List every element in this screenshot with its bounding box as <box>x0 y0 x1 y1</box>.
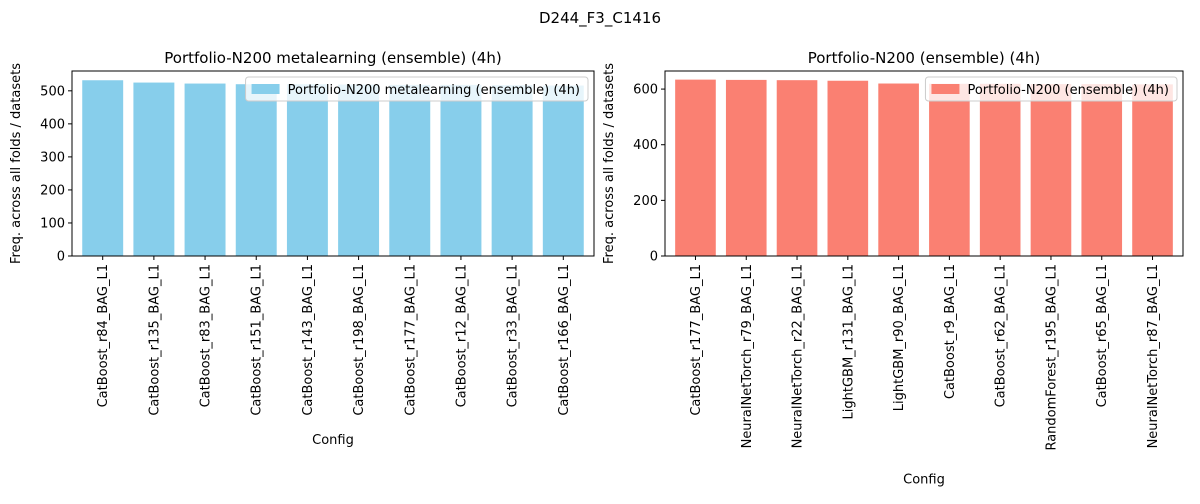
right-y-tick-label-3: 600 <box>633 83 658 98</box>
right-bar-7 <box>1030 84 1072 256</box>
right-x-tick-label-5: CatBoost_r9_BAG_L1 <box>943 264 958 399</box>
left-bar-2 <box>184 83 226 256</box>
left-x-tick-label-8: CatBoost_r33_BAG_L1 <box>506 264 521 407</box>
left-bar-8 <box>491 85 533 257</box>
right-bar-0 <box>675 79 716 257</box>
chart-right: Portfolio-N200 (ensemble) (4h) Config Fr… <box>602 49 1184 488</box>
left-x-tick-label-9: CatBoost_r166_BAG_L1 <box>557 264 572 416</box>
right-y-tick-label-0: 0 <box>650 250 658 265</box>
left-bar-9 <box>542 85 584 257</box>
chart-right-x-axis: CatBoost_r177_BAG_L1 NeuralNetTorch_r79_B… <box>689 256 1161 451</box>
right-y-tick-label-2: 400 <box>633 138 658 153</box>
chart-right-bars <box>675 79 1173 257</box>
chart-right-frame <box>664 70 1184 257</box>
right-x-tick-label-4: LightGBM_r90_BAG_L1 <box>892 264 907 411</box>
right-bar-9 <box>1132 84 1173 256</box>
right-x-tick-label-2: NeuralNetTorch_r22_BAG_L1 <box>791 264 806 448</box>
left-bar-3 <box>235 84 277 256</box>
legend-box <box>924 76 1178 102</box>
left-x-tick-label-7: CatBoost_r12_BAG_L1 <box>454 264 469 407</box>
left-y-tick-label-2: 200 <box>40 183 65 198</box>
chart-left-title: Portfolio-N200 metalearning (ensemble) (… <box>164 49 501 67</box>
right-bar-2 <box>776 80 818 256</box>
chart-right-ylabel: Freq. across all folds / datasets <box>602 63 617 264</box>
right-x-tick-label-7: RandomForest_r195_BAG_L1 <box>1044 264 1059 451</box>
left-x-tick-label-6: CatBoost_r177_BAG_L1 <box>403 264 418 416</box>
left-y-tick-label-5: 500 <box>40 84 65 99</box>
right-x-tick-label-0: CatBoost_r177_BAG_L1 <box>689 264 704 416</box>
legend-swatch <box>251 84 280 94</box>
right-bar-8 <box>1081 84 1123 256</box>
left-x-tick-label-3: CatBoost_r151_BAG_L1 <box>250 264 265 416</box>
right-x-tick-label-1: NeuralNetTorch_r79_BAG_L1 <box>740 264 755 448</box>
right-bar-6 <box>979 83 1021 256</box>
right-bar-5 <box>929 83 970 256</box>
chart-left-xlabel: Config <box>312 433 354 448</box>
right-y-tick-label-1: 200 <box>633 194 658 209</box>
left-bar-1 <box>133 82 175 256</box>
chart-left-frame <box>71 70 595 257</box>
left-y-tick-label-3: 300 <box>40 150 65 165</box>
chart-right-title: Portfolio-N200 (ensemble) (4h) <box>808 49 1041 67</box>
left-bar-6 <box>389 84 431 256</box>
right-bar-3 <box>827 80 869 256</box>
legend-label: Portfolio-N200 (ensemble) (4h) <box>967 83 1169 98</box>
left-x-tick-label-0: CatBoost_r84_BAG_L1 <box>96 264 111 407</box>
right-bar-1 <box>725 79 767 256</box>
right-x-tick-label-6: CatBoost_r62_BAG_L1 <box>994 264 1009 407</box>
left-y-tick-label-4: 400 <box>40 117 65 132</box>
figure-suptitle: D244_F3_C1416 <box>539 9 661 28</box>
chart-left-bars <box>82 80 584 257</box>
chart-left-x-axis: CatBoost_r84_BAG_L1 CatBoost_r135_BAG_L1 C… <box>96 256 572 416</box>
left-bar-7 <box>440 84 482 256</box>
left-bar-4 <box>286 84 328 256</box>
left-y-tick-label-1: 100 <box>40 216 65 231</box>
chart-left: Portfolio-N200 metalearning (ensemble) (… <box>9 49 595 448</box>
left-x-tick-label-4: CatBoost_r143_BAG_L1 <box>301 264 316 416</box>
left-x-tick-label-1: CatBoost_r135_BAG_L1 <box>147 264 162 416</box>
left-y-tick-label-0: 0 <box>57 250 65 265</box>
left-x-tick-label-2: CatBoost_r83_BAG_L1 <box>199 264 214 407</box>
legend-box <box>245 76 589 102</box>
chart-left-y-axis: 0 100 200 300 400 500 <box>40 84 72 265</box>
left-bar-5 <box>338 84 380 256</box>
legend-swatch <box>931 84 960 94</box>
chart-left-ylabel: Freq. across all folds / datasets <box>9 63 24 264</box>
chart-right-xlabel: Config <box>903 473 945 488</box>
chart-left-legend: Portfolio-N200 metalearning (ensemble) (… <box>245 76 589 102</box>
right-x-tick-label-8: CatBoost_r65_BAG_L1 <box>1095 264 1110 407</box>
legend-label: Portfolio-N200 metalearning (ensemble) (… <box>288 83 580 98</box>
right-x-tick-label-3: LightGBM_r131_BAG_L1 <box>841 264 856 419</box>
chart-right-legend: Portfolio-N200 (ensemble) (4h) <box>924 76 1178 102</box>
chart-right-y-axis: 0 200 400 600 <box>633 83 665 265</box>
right-x-tick-label-9: NeuralNetTorch_r87_BAG_L1 <box>1146 264 1161 448</box>
left-x-tick-label-5: CatBoost_r198_BAG_L1 <box>352 264 367 416</box>
right-bar-4 <box>878 83 919 256</box>
left-bar-0 <box>82 80 124 256</box>
